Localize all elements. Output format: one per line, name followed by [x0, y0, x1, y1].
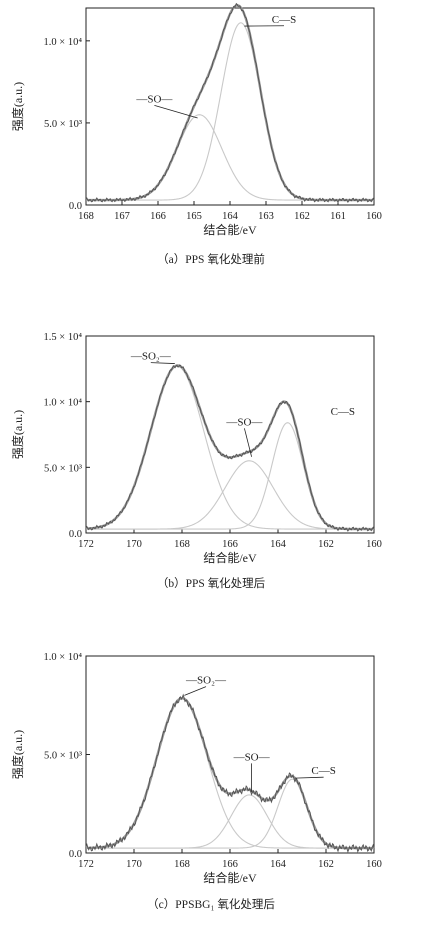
chart-2-x-tick-label: 166: [222, 859, 238, 870]
chart-2-y-tick-label: 1.0 × 10⁴: [44, 652, 83, 663]
chart-2-x-tick-label: 162: [318, 859, 334, 870]
chart-2-x-tick-label: 164: [270, 859, 287, 870]
chart-1-y-tick-label: 0.0: [69, 529, 82, 540]
chart-0-caption: （a）PPS 氧化处理前: [157, 252, 265, 266]
chart-0-component-peak-0: [86, 114, 374, 201]
chart-1-y-tick-label: 1.5 × 10⁴: [44, 332, 83, 343]
chart-0-x-tick-label: 167: [114, 211, 130, 222]
chart-1-y-tick-label: 1.0 × 10⁴: [44, 398, 83, 409]
chart-1-component-peak-1: [86, 460, 374, 530]
chart-1-y-axis-label: 强度(a.u.): [10, 410, 25, 459]
chart-1-peak-annotation: C—S: [331, 406, 355, 418]
chart-1-y-tick-label: 5.0 × 10³: [44, 463, 82, 474]
chart-0-x-axis-label: 结合能/eV: [203, 222, 257, 237]
chart-1-measured-spectrum: [85, 364, 375, 532]
chart-2-component-peak-1: [86, 794, 374, 849]
chart-0-component-peak-1: [86, 22, 374, 201]
chart-0-x-tick-label: 165: [186, 211, 202, 222]
chart-2-peak-annotation: C—S: [311, 765, 335, 777]
chart-0-x-tick-label: 168: [78, 211, 94, 222]
chart-1-caption: （b）PPS 氧化处理后: [157, 576, 265, 590]
chart-2-x-tick-label: 160: [366, 859, 382, 870]
chart-2-x-axis-label: 结合能/eV: [203, 870, 257, 885]
chart-0-x-tick-label: 161: [330, 211, 346, 222]
chart-1-x-tick-label: 166: [222, 539, 238, 550]
chart-1-component-peak-2: [86, 422, 374, 530]
chart-0-x-tick-label: 160: [366, 211, 382, 222]
chart-1-x-tick-label: 170: [126, 539, 142, 550]
chart-2-x-tick-label: 170: [126, 859, 142, 870]
chart-0-y-axis-label: 强度(a.u.): [10, 82, 25, 131]
chart-1-x-tick-label: 164: [270, 539, 287, 550]
chart-1-annotation-leader: [150, 362, 175, 364]
chart-0-x-tick-label: 164: [222, 211, 239, 222]
chart-0-annotation-leader: [154, 105, 198, 119]
chart-0-peak-annotation: C—S: [272, 14, 296, 26]
chart-1-fitted-envelope: [85, 364, 374, 531]
chart-0-x-tick-label: 163: [258, 211, 274, 222]
chart-2-peak-annotation: —SO₂—: [185, 675, 227, 687]
chart-1-frame: [85, 335, 375, 534]
chart-2-x-tick-label: 172: [78, 859, 94, 870]
chart-0-y-tick-label: 0.0: [69, 201, 82, 212]
chart-2-component-peak-2: [86, 778, 374, 849]
chart-0-frame: [85, 7, 375, 206]
chart-1-x-tick-label: 172: [78, 539, 94, 550]
chart-1-x-axis-label: 结合能/eV: [203, 550, 257, 565]
chart-0-x-tick-label: 162: [294, 211, 310, 222]
chart-0-fitted-envelope: [86, 4, 374, 202]
chart-2-caption: （c）PPSBG₁ 氧化处理后: [147, 897, 275, 911]
chart-0-x-tick-label: 166: [150, 211, 166, 222]
chart-2-y-axis-label: 强度(a.u.): [10, 730, 25, 779]
chart-1-x-tick-label: 168: [174, 539, 190, 550]
chart-1-peak-annotation: —SO₂—: [130, 351, 172, 363]
chart-2-measured-spectrum: [85, 693, 375, 854]
chart-1-x-tick-label: 160: [366, 539, 382, 550]
chart-0-y-tick-label: 1.0 × 10⁴: [44, 37, 83, 48]
chart-2-y-tick-label: 5.0 × 10³: [44, 751, 82, 762]
chart-2-annotation-leader: [184, 686, 207, 696]
chart-0-y-tick-label: 5.0 × 10³: [44, 119, 82, 130]
chart-1-component-peak-0: [85, 365, 374, 530]
chart-1-annotation-leader: [244, 428, 252, 457]
chart-1-peak-annotation: —SO—: [225, 416, 263, 428]
chart-2-x-tick-label: 168: [174, 859, 190, 870]
chart-0-measured-spectrum: [85, 2, 375, 203]
chart-2-peak-annotation: —SO—: [233, 751, 271, 763]
chart-1-x-tick-label: 162: [318, 539, 334, 550]
chart-0-peak-annotation: —SO—: [135, 93, 173, 105]
chart-2-annotation-leader: [294, 776, 324, 779]
chart-2-y-tick-label: 0.0: [69, 849, 82, 860]
